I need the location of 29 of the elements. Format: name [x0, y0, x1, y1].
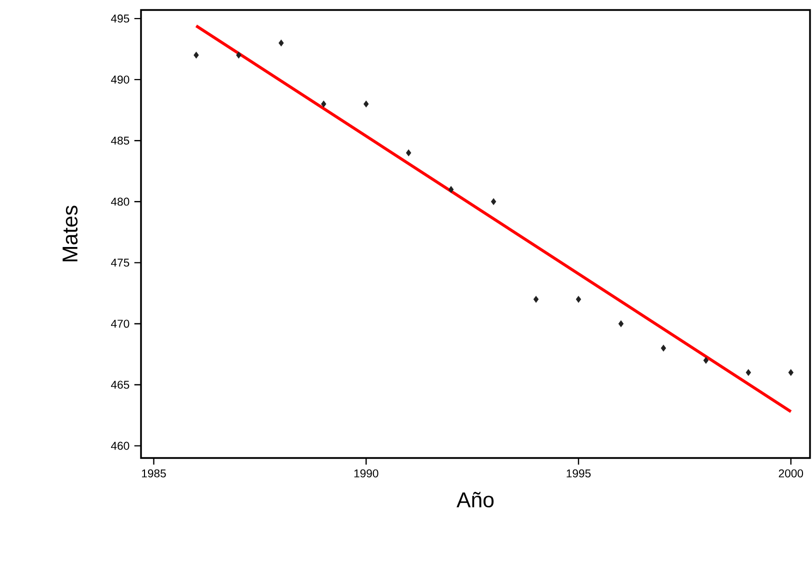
x-tick-label: 1985	[142, 469, 166, 478]
point	[746, 369, 751, 376]
point	[364, 100, 369, 108]
y-axis-title: Mates	[62, 206, 78, 262]
y-tick-label: 485	[110, 136, 130, 145]
y-tick-label: 470	[110, 320, 130, 328]
point	[236, 52, 242, 58]
x-tick-label: 1990	[354, 469, 378, 478]
point	[490, 198, 496, 205]
point	[278, 40, 284, 46]
point	[448, 186, 454, 193]
x-tick-label: 1995	[566, 469, 591, 478]
y-tick-label: 495	[110, 14, 130, 23]
y-tick-label: 475	[110, 258, 130, 267]
point	[703, 357, 709, 364]
point	[406, 149, 412, 156]
y-tick-label: 480	[110, 198, 130, 206]
y-tick-label: 465	[110, 380, 130, 389]
point	[533, 296, 539, 303]
x-tick-label: 2000	[778, 469, 804, 478]
y-tick-label: 460	[110, 442, 130, 450]
point	[788, 369, 794, 376]
point	[321, 100, 326, 108]
point	[576, 296, 582, 303]
y-tick-label: 490	[110, 76, 130, 84]
point	[660, 344, 666, 352]
point	[618, 320, 624, 328]
point	[194, 52, 199, 58]
x-axis-title: Año	[456, 492, 494, 508]
